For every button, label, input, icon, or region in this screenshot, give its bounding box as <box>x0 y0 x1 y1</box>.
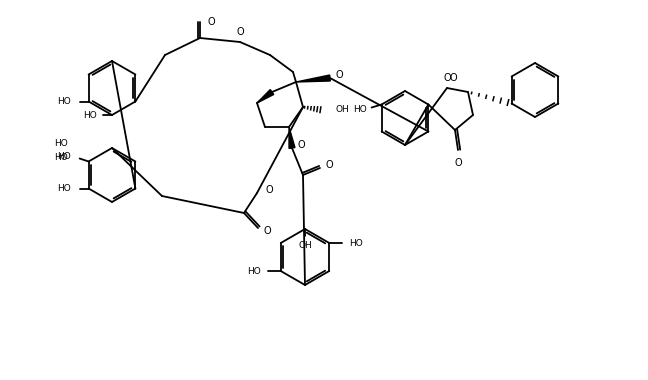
Text: HO: HO <box>353 105 367 114</box>
Text: HO: HO <box>83 111 97 119</box>
Text: O: O <box>297 140 305 150</box>
Text: O: O <box>454 158 462 168</box>
Text: O: O <box>325 160 332 170</box>
Text: HO: HO <box>247 266 260 276</box>
Polygon shape <box>296 75 330 82</box>
Polygon shape <box>257 90 273 103</box>
Text: OH: OH <box>298 241 312 250</box>
Text: HO: HO <box>54 154 68 163</box>
Text: HO: HO <box>57 97 71 106</box>
Text: O: O <box>207 17 214 27</box>
Polygon shape <box>289 127 295 149</box>
Text: HO: HO <box>57 152 71 161</box>
Text: O: O <box>265 185 273 195</box>
Text: HO: HO <box>349 239 363 247</box>
Text: HO: HO <box>54 138 68 147</box>
Text: O: O <box>443 73 451 83</box>
Text: O: O <box>335 70 343 80</box>
Text: O: O <box>263 226 271 236</box>
Text: O: O <box>450 73 457 83</box>
Text: O: O <box>236 27 244 37</box>
Text: OH: OH <box>336 106 350 114</box>
Text: HO: HO <box>57 184 71 193</box>
